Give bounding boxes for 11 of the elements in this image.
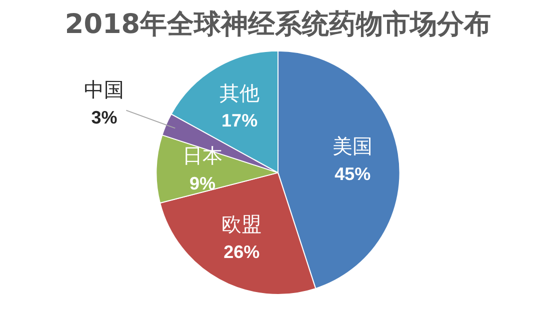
chart-title: 2018年全球神经系统药物市场分布 bbox=[64, 9, 492, 40]
slice-label: 美国 bbox=[332, 134, 373, 158]
slice-label: 其他 bbox=[220, 80, 260, 105]
data-label: 17% bbox=[222, 110, 258, 131]
slice-label: 欧盟 bbox=[222, 212, 262, 236]
slice-label: 日本 bbox=[182, 144, 223, 168]
data-label: 45% bbox=[334, 164, 371, 184]
data-label: 26% bbox=[224, 242, 260, 262]
data-label: 9% bbox=[190, 173, 216, 194]
slice-label: 中国 bbox=[84, 78, 124, 102]
data-label: 3% bbox=[91, 107, 118, 128]
